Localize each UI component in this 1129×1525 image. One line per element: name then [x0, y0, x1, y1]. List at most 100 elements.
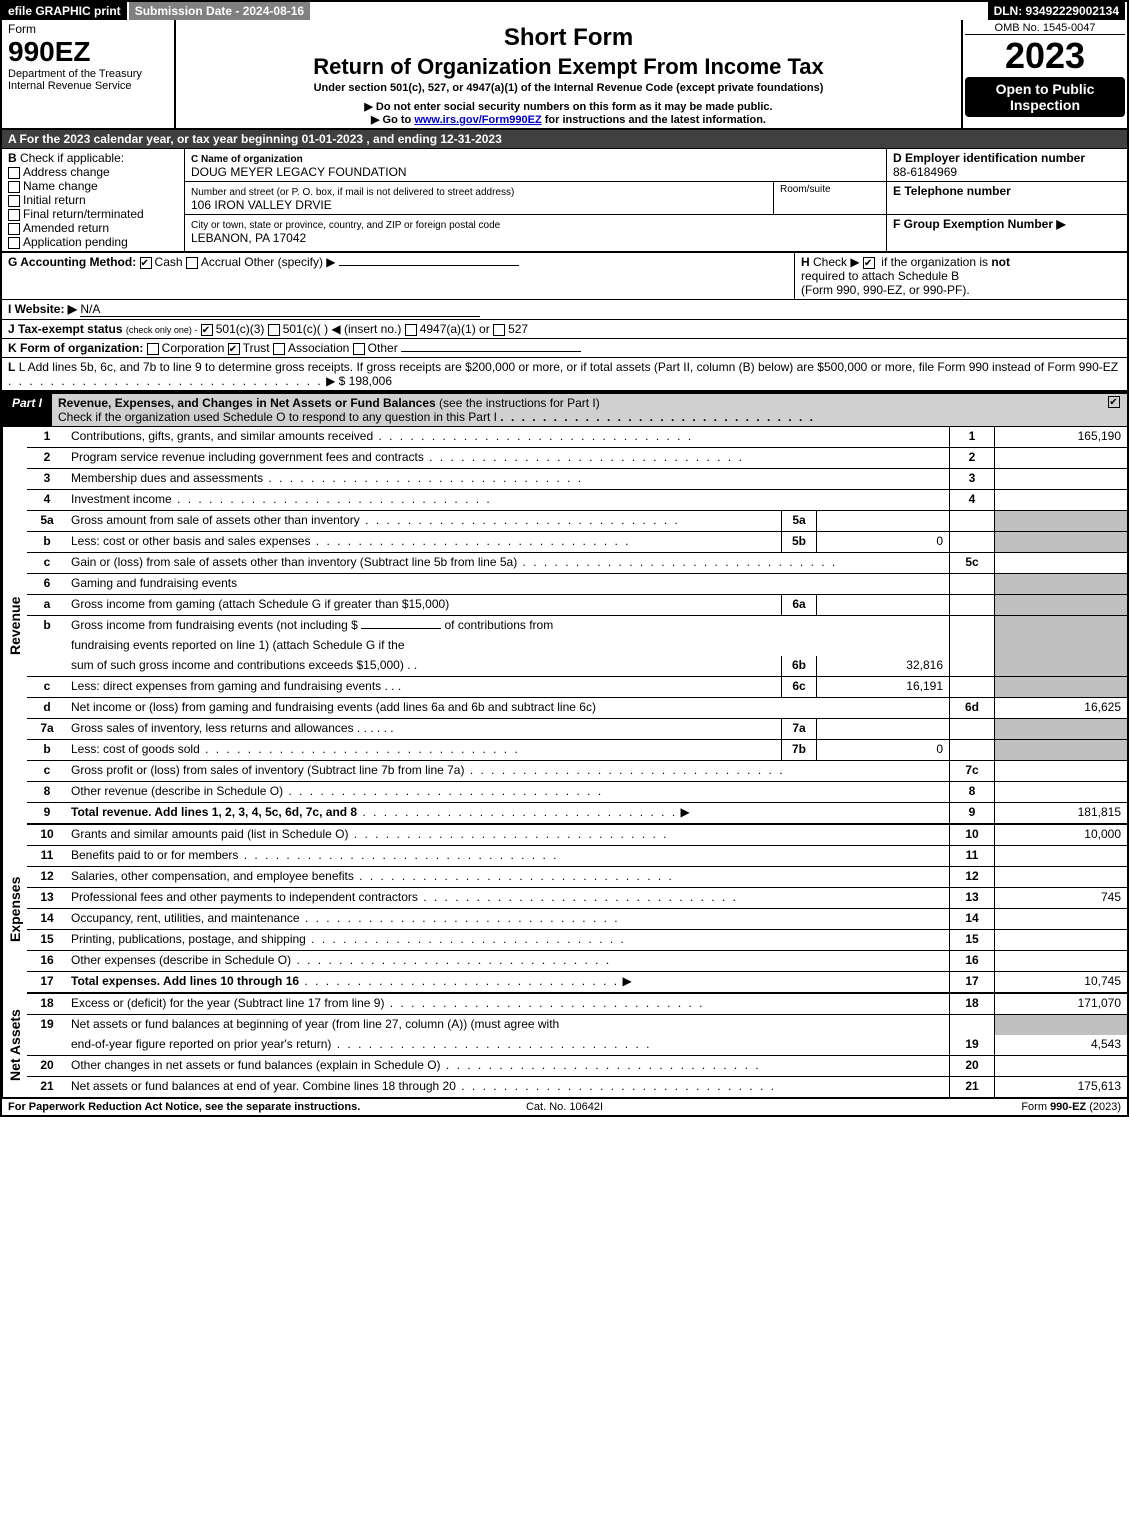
- j-501c3: 501(c)(3): [216, 322, 265, 336]
- irs-link[interactable]: www.irs.gov/Form990EZ: [414, 114, 541, 126]
- l5a-sn: 5a: [781, 511, 817, 531]
- l12-num: 12: [27, 867, 67, 887]
- accrual-label: Accrual: [201, 255, 241, 269]
- street: 106 IRON VALLEY DRVIE: [191, 198, 332, 212]
- room-label: Room/suite: [773, 182, 886, 214]
- l15-desc: Printing, publications, postage, and shi…: [71, 932, 306, 946]
- line-2: 2 Program service revenue including gove…: [27, 448, 1127, 469]
- app-pending-checkbox[interactable]: [8, 237, 20, 249]
- k-trust: Trust: [243, 341, 270, 355]
- amended-return-checkbox[interactable]: [8, 223, 20, 235]
- e-label: E Telephone number: [893, 184, 1011, 198]
- final-return-checkbox[interactable]: [8, 209, 20, 221]
- line-21: 21 Net assets or fund balances at end of…: [27, 1077, 1127, 1097]
- revenue-vlabel: Revenue: [2, 427, 27, 825]
- l3-num: 3: [27, 469, 67, 489]
- part1-header: Part I Revenue, Expenses, and Changes in…: [2, 392, 1127, 427]
- l17-val: 10,745: [995, 972, 1127, 992]
- l20-val: [995, 1056, 1127, 1076]
- title-center: Short Form Return of Organization Exempt…: [176, 20, 961, 128]
- initial-return-label: Initial return: [23, 193, 86, 207]
- main-title: Return of Organization Exempt From Incom…: [182, 54, 955, 80]
- l19-desc1: Net assets or fund balances at beginning…: [67, 1015, 949, 1035]
- j-label: J Tax-exempt status: [8, 322, 123, 336]
- l6a-desc: Gross income from gaming (attach Schedul…: [67, 595, 781, 615]
- k-assoc-checkbox[interactable]: [273, 343, 285, 355]
- k-corp-checkbox[interactable]: [147, 343, 159, 355]
- l11-num: 11: [27, 846, 67, 866]
- submission-date: Submission Date - 2024-08-16: [129, 2, 312, 20]
- l19-rn: 19: [949, 1035, 995, 1055]
- org-name: DOUG MEYER LEGACY FOUNDATION: [191, 165, 407, 179]
- initial-return-checkbox[interactable]: [8, 195, 20, 207]
- form-container: efile GRAPHIC print Submission Date - 20…: [0, 0, 1129, 1117]
- l-val: 198,006: [349, 374, 392, 388]
- h-checkbox[interactable]: [863, 257, 875, 269]
- part1-checkbox[interactable]: [1108, 396, 1120, 408]
- cash-label: Cash: [155, 255, 183, 269]
- l16-num: 16: [27, 951, 67, 971]
- l9-desc: Total revenue. Add lines 1, 2, 3, 4, 5c,…: [71, 805, 357, 819]
- j-501c3-checkbox[interactable]: [201, 324, 213, 336]
- l1-num: 1: [27, 427, 67, 447]
- k-trust-checkbox[interactable]: [228, 343, 240, 355]
- l6b-rv-shaded2: [995, 636, 1127, 656]
- amended-return-label: Amended return: [23, 221, 109, 235]
- j-4947-checkbox[interactable]: [405, 324, 417, 336]
- l6c-num: c: [27, 677, 67, 697]
- l6a-rn-shaded: [949, 595, 995, 615]
- l7c-desc: Gross profit or (loss) from sales of inv…: [71, 763, 464, 777]
- addr-change-label: Address change: [23, 165, 110, 179]
- h-not: not: [991, 255, 1010, 269]
- final-return-label: Final return/terminated: [23, 207, 144, 221]
- street-label: Number and street (or P. O. box, if mail…: [191, 187, 514, 198]
- l10-desc: Grants and similar amounts paid (list in…: [71, 827, 348, 841]
- l9-arrow: ▶: [681, 805, 690, 819]
- l1-val: 165,190: [995, 427, 1127, 447]
- l4-num: 4: [27, 490, 67, 510]
- part1-note: (see the instructions for Part I): [439, 396, 600, 410]
- l8-val: [995, 782, 1127, 802]
- h-text3: required to attach Schedule B: [801, 269, 959, 283]
- l6-rn-shaded: [949, 574, 995, 594]
- line-9: 9 Total revenue. Add lines 1, 2, 3, 4, 5…: [27, 803, 1127, 825]
- expenses-vlabel: Expenses: [2, 825, 27, 994]
- g-label: G Accounting Method:: [8, 255, 136, 269]
- efile-print[interactable]: efile GRAPHIC print: [2, 2, 129, 20]
- app-pending-label: Application pending: [23, 235, 128, 249]
- line-7c: c Gross profit or (loss) from sales of i…: [27, 761, 1127, 782]
- l6a-rv-shaded: [995, 595, 1127, 615]
- h-label: H: [801, 255, 810, 269]
- l17-desc: Total expenses. Add lines 10 through 16: [71, 974, 299, 988]
- line-5a: 5a Gross amount from sale of assets othe…: [27, 511, 1127, 532]
- part1-title: Revenue, Expenses, and Changes in Net As…: [58, 396, 436, 410]
- l7b-rv-shaded: [995, 740, 1127, 760]
- l5b-sn: 5b: [781, 532, 817, 552]
- name-change-checkbox[interactable]: [8, 181, 20, 193]
- l2-rn: 2: [949, 448, 995, 468]
- j-527-checkbox[interactable]: [493, 324, 505, 336]
- website-value: N/A: [80, 302, 480, 317]
- l6b-desc3: sum of such gross income and contributio…: [71, 658, 404, 672]
- l6a-sn: 6a: [781, 595, 817, 615]
- l1-desc: Contributions, gifts, grants, and simila…: [71, 429, 373, 443]
- l13-num: 13: [27, 888, 67, 908]
- dln: DLN: 93492229002134: [988, 2, 1127, 20]
- j-501c-checkbox[interactable]: [268, 324, 280, 336]
- i-label: I Website: ▶: [8, 302, 77, 316]
- l5a-sv: [817, 511, 949, 531]
- l6a-num: a: [27, 595, 67, 615]
- l3-desc: Membership dues and assessments: [71, 471, 263, 485]
- k-other-checkbox[interactable]: [353, 343, 365, 355]
- title-right: OMB No. 1545-0047 2023 Open to Public In…: [961, 20, 1127, 128]
- k-corp: Corporation: [162, 341, 225, 355]
- c-name-label: C Name of organization: [191, 154, 303, 165]
- footer-right: Form 990-EZ (2023): [750, 1101, 1121, 1113]
- l7c-rn: 7c: [949, 761, 995, 781]
- l12-val: [995, 867, 1127, 887]
- cash-checkbox[interactable]: [140, 257, 152, 269]
- addr-change-checkbox[interactable]: [8, 167, 20, 179]
- line-20: 20 Other changes in net assets or fund b…: [27, 1056, 1127, 1077]
- l11-desc: Benefits paid to or for members: [71, 848, 238, 862]
- accrual-checkbox[interactable]: [186, 257, 198, 269]
